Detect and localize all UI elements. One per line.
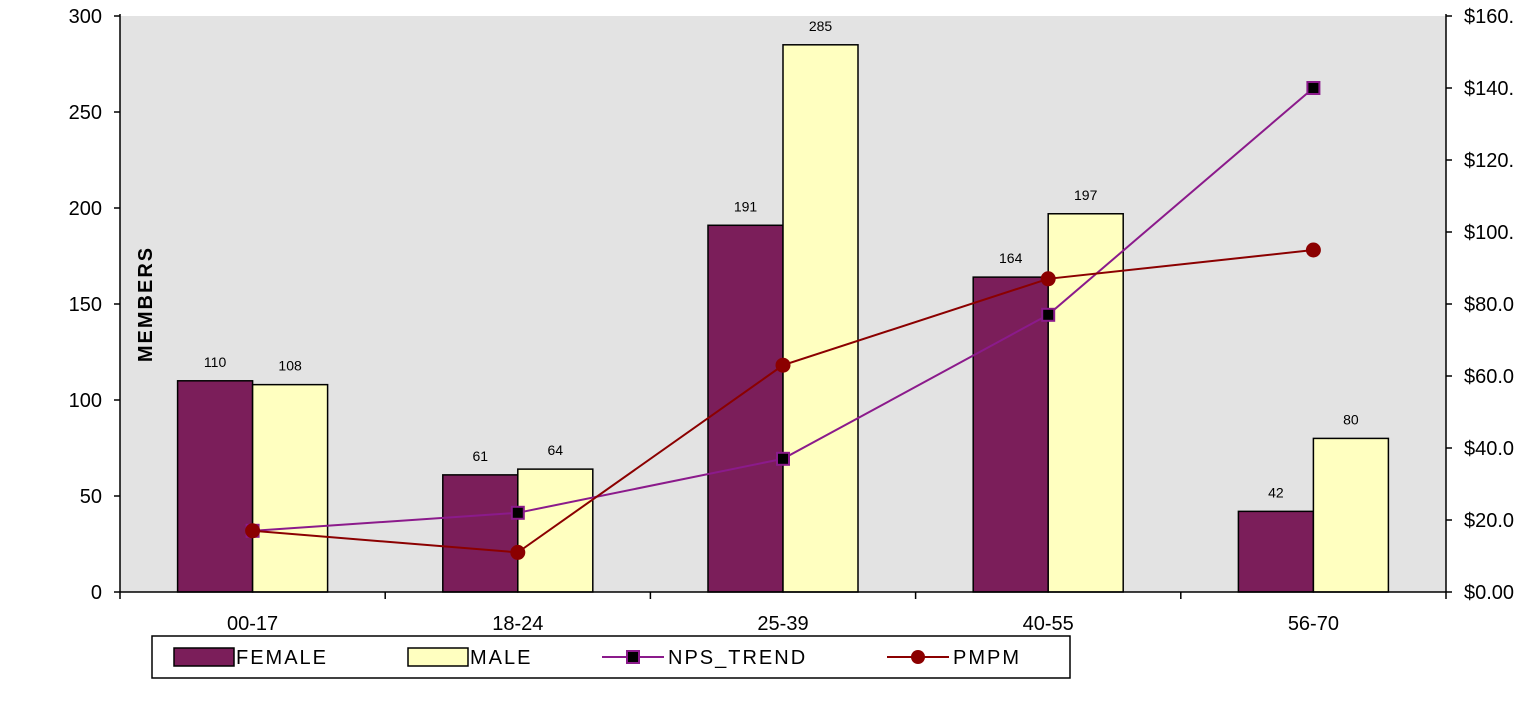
y-tick-label-right-1: $20.0 [1464, 510, 1514, 532]
marker-pmpm-40-55 [1040, 271, 1056, 287]
legend: FEMALE MALE NPS_TREND PMPM [151, 635, 1071, 679]
data-label-male-18-24: 64 [548, 442, 564, 458]
y-tick-label-left-100: 100 [69, 390, 102, 412]
data-label-female-18-24: 61 [473, 448, 489, 464]
y-tick-label-right-5: $100. [1464, 222, 1514, 244]
y-tick-label-left-0: 0 [91, 582, 102, 604]
data-label-male-25-39: 285 [809, 18, 833, 34]
legend-swatch-female [173, 647, 235, 667]
legend-label-male: MALE [470, 647, 532, 669]
x-tick-label-18-24: 18-24 [492, 613, 543, 635]
y-tick-label-right-4: $80.0 [1464, 294, 1514, 316]
x-tick-label-40-55: 40-55 [1023, 613, 1074, 635]
marker-pmpm-18-24 [510, 544, 526, 560]
axes-layer: 0 50 100 150 200 250 300 $0.00 $20.0 $40.0 $60.0 $8… [69, 6, 1514, 635]
data-label-male-40-55: 197 [1074, 187, 1098, 203]
marker-nps_trend-18-24 [510, 505, 525, 520]
bar-male-56-70 [1312, 437, 1390, 593]
data-label-female-25-39: 191 [734, 198, 758, 214]
y-tick-label-right-3: $60.0 [1464, 366, 1514, 388]
y-tick-label-left-250: 250 [69, 102, 102, 124]
y-axis-title: MEMBERS [135, 246, 157, 362]
bar-male-00-17 [251, 383, 329, 593]
marker-nps_trend-40-55 [1041, 307, 1056, 322]
bar-female-56-70 [1237, 510, 1315, 593]
data-label-male-56-70: 80 [1343, 411, 1359, 427]
y-tick-label-right-2: $40.0 [1464, 438, 1514, 460]
bar-female-18-24 [442, 474, 519, 593]
legend-swatch-male [407, 647, 469, 667]
x-tick-label-56-70: 56-70 [1288, 613, 1339, 635]
bar-female-25-39 [707, 224, 784, 593]
y-tick-label-left-300: 300 [69, 6, 102, 28]
data-label-female-00-17: 110 [204, 354, 227, 370]
bar-male-25-39 [782, 44, 859, 593]
y-tick-label-left-150: 150 [69, 294, 102, 316]
x-tick-label-00-17: 00-17 [227, 613, 278, 635]
legend-marker-pmpm [911, 650, 925, 664]
legend-label-nps_trend: NPS_TREND [668, 647, 807, 669]
bar-male-18-24 [517, 468, 594, 593]
bar-female-40-55 [972, 276, 1049, 593]
bar-male-40-55 [1047, 213, 1124, 593]
marker-pmpm-25-39 [775, 357, 791, 373]
lines-layer [245, 81, 1321, 560]
bar-female-00-17 [176, 380, 254, 593]
x-tick-label-25-39: 25-39 [757, 613, 808, 635]
data-label-female-40-55: 164 [999, 250, 1023, 266]
y-tick-label-right-7: $140. [1464, 78, 1514, 100]
marker-pmpm-00-17 [245, 523, 261, 539]
y-tick-label-left-50: 50 [80, 486, 102, 508]
legend-marker-nps_trend [626, 650, 640, 664]
y-tick-label-left-200: 200 [69, 198, 102, 220]
legend-label-female: FEMALE [236, 647, 328, 669]
y-tick-label-right-8: $160. [1464, 6, 1514, 28]
y-tick-label-right-0: $0.00 [1464, 582, 1514, 604]
legend-label-pmpm: PMPM [953, 647, 1021, 669]
data-label-female-56-70: 42 [1268, 484, 1284, 500]
data-label-male-00-17: 108 [278, 358, 302, 374]
labels-layer: 110 61 191 164 42 108 64 285 197 80 [204, 18, 1359, 501]
marker-pmpm-56-70 [1305, 242, 1321, 258]
marker-nps_trend-56-70 [1306, 81, 1321, 95]
marker-nps_trend-25-39 [776, 451, 790, 466]
y-tick-label-right-6: $120. [1464, 150, 1514, 172]
